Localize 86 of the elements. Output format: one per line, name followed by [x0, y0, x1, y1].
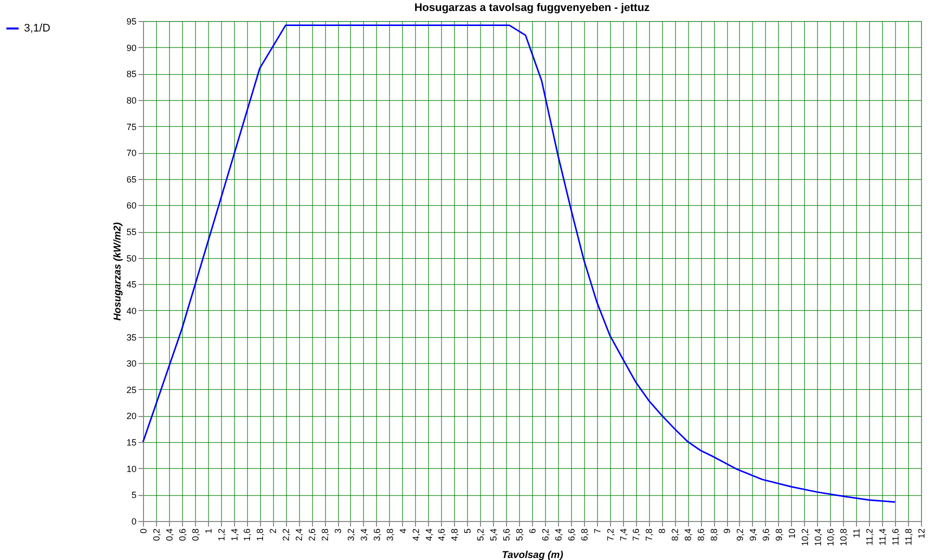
x-tick-label: 9,2	[734, 528, 745, 542]
x-tick-label: 9	[722, 528, 732, 534]
x-tick-label: 10	[786, 528, 797, 539]
legend-label: 3,1/D	[24, 22, 50, 34]
x-tick-label: 12	[916, 528, 926, 539]
y-tick-label: 60	[126, 200, 136, 211]
x-tick-label: 10,8	[838, 528, 849, 546]
x-tick-label: 0,4	[164, 528, 174, 542]
y-tick-label: 90	[126, 42, 136, 53]
x-tick-label: 11,4	[878, 528, 888, 546]
y-tick-label: 95	[126, 16, 136, 26]
x-tick-label: 1,2	[216, 528, 226, 542]
x-tick-label: 0,8	[190, 528, 200, 542]
x-tick-label: 4,8	[450, 528, 460, 542]
chart-title: Hosugarzas a tavolsag fuggvenyeben - jettuz	[414, 2, 650, 14]
y-tick-label: 80	[126, 95, 136, 106]
x-tick-label: 6,4	[553, 528, 564, 542]
x-tick-label: 10,6	[826, 528, 836, 546]
x-tick-label: 8,4	[683, 528, 694, 542]
y-tick-label: 75	[126, 122, 136, 132]
x-tick-label: 2,2	[281, 528, 292, 542]
x-tick-label: 5,6	[502, 528, 512, 542]
line-series	[142, 24, 896, 503]
x-tick-label: 8,8	[709, 528, 720, 542]
y-tick-label: 65	[126, 174, 136, 184]
x-tick-label: 2,8	[320, 528, 330, 542]
x-tick-label: 3,2	[346, 528, 356, 542]
x-tick-label: 6	[528, 528, 538, 534]
y-tick-label: 35	[126, 332, 136, 342]
x-tick-label: 5,8	[514, 528, 525, 542]
x-tick-label: 6,8	[579, 528, 590, 542]
x-tick-label: 7,6	[631, 528, 642, 542]
x-tick-label: 0,6	[177, 528, 188, 542]
x-tick-label: 0,2	[151, 528, 162, 542]
x-tick-label: 2,6	[307, 528, 318, 542]
x-tick-label: 7,4	[618, 528, 628, 542]
x-tick-label: 9,6	[760, 528, 771, 542]
x-tick-label: 11,2	[864, 528, 875, 546]
x-tick-label: 4,2	[410, 528, 421, 542]
y-tick-label: 0	[131, 516, 136, 526]
x-tick-label: 7,2	[605, 528, 616, 542]
y-tick-label: 30	[126, 358, 136, 369]
x-tick-label: 1,8	[255, 528, 266, 542]
x-tick-label: 2,4	[294, 528, 304, 542]
x-tick-label: 4,6	[436, 528, 447, 542]
x-tick-label: 8	[657, 528, 668, 534]
x-tick-label: 8,2	[670, 528, 680, 542]
y-tick-label: 55	[126, 227, 136, 238]
y-tick-label: 40	[126, 306, 136, 316]
y-tick-label: 5	[131, 490, 136, 500]
x-tick-label: 4,4	[424, 528, 434, 542]
y-axis-title: Hosugarzas (kW/m2)	[112, 222, 124, 321]
x-tick-label: 6,6	[566, 528, 576, 542]
x-tick-label: 5,2	[476, 528, 486, 542]
x-tick-label: 0	[138, 528, 148, 534]
x-tick-label: 6,2	[540, 528, 550, 542]
y-tick-label: 10	[126, 464, 136, 474]
x-tick-label: 3	[333, 528, 343, 534]
y-tick-label: 70	[126, 148, 136, 158]
y-tick-label: 15	[126, 438, 136, 448]
x-tick-label: 3,6	[372, 528, 382, 542]
x-axis-title: Tavolsag (m)	[502, 550, 564, 560]
y-tick-label: 20	[126, 411, 136, 422]
x-tick-label: 1,4	[229, 528, 240, 542]
x-tick-label: 4	[398, 528, 408, 534]
x-tick-label: 10,4	[812, 528, 823, 546]
x-tick-label: 3,8	[384, 528, 395, 542]
x-tick-label: 9,4	[748, 528, 758, 542]
x-tick-label: 5,4	[488, 528, 499, 542]
x-tick-label: 1	[203, 528, 214, 534]
y-tick-label: 50	[126, 253, 136, 264]
x-tick-label: 11	[852, 528, 862, 538]
x-tick-label: 3,4	[358, 528, 369, 542]
x-tick-label: 5	[462, 528, 473, 534]
x-tick-label: 1,6	[242, 528, 252, 542]
x-tick-label: 8,6	[696, 528, 706, 542]
y-tick-label: 45	[126, 280, 136, 290]
x-tick-label: 11,6	[890, 528, 901, 546]
x-tick-label: 11,8	[904, 528, 914, 546]
x-tick-label: 9,8	[774, 528, 784, 542]
x-tick-label: 7	[592, 528, 602, 534]
x-tick-label: 7,8	[644, 528, 654, 542]
y-tick-label: 25	[126, 384, 136, 395]
x-tick-label: 10,2	[800, 528, 810, 546]
x-tick-label: 2	[268, 528, 278, 534]
y-tick-label: 85	[126, 69, 136, 80]
